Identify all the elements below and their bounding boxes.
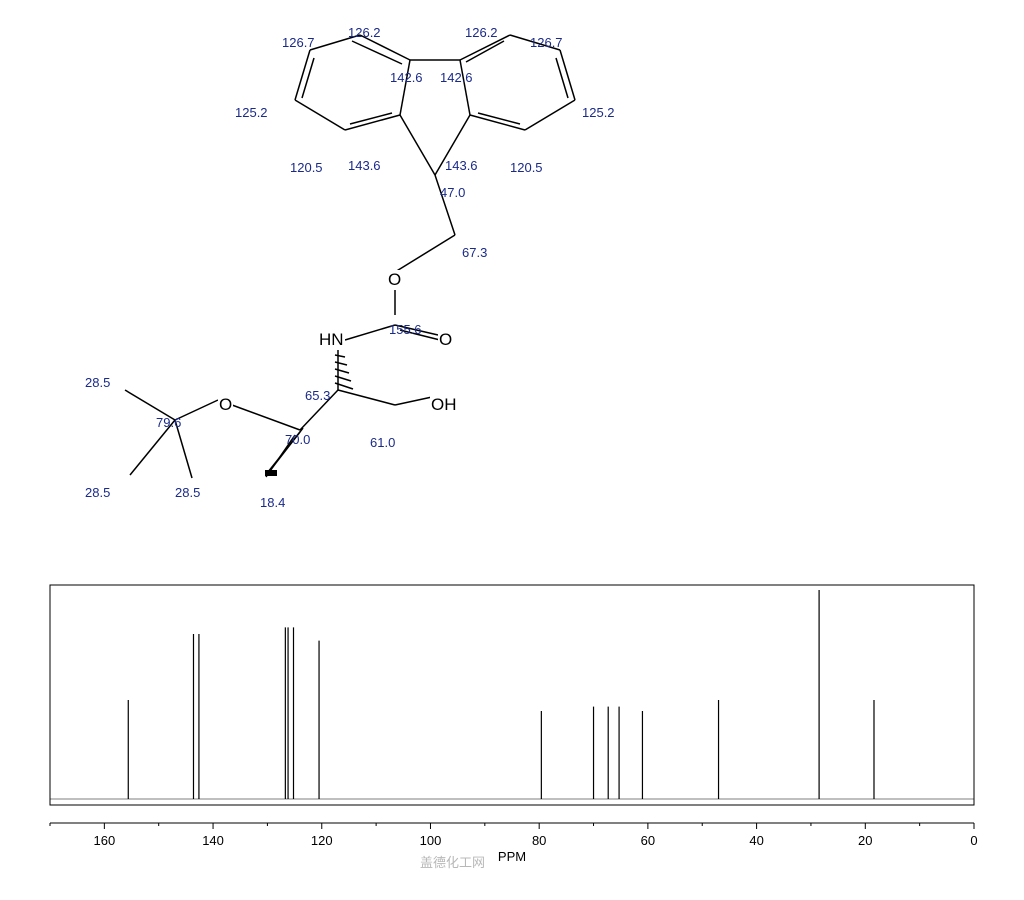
shift-s7: 125.2 [235, 105, 268, 120]
shift-s19: 18.4 [260, 495, 285, 510]
shift-s5: 142.6 [390, 70, 423, 85]
bond [335, 362, 347, 365]
bond [295, 50, 310, 100]
bond [335, 369, 349, 373]
structure-svg [0, 0, 1024, 560]
watermark-text: 盖德化工网 [420, 852, 485, 871]
shift-s16: 65.3 [305, 388, 330, 403]
shift-s21: 28.5 [85, 375, 110, 390]
bond [525, 100, 575, 130]
shift-s12: 120.5 [510, 160, 543, 175]
x-tick-label: 0 [970, 833, 977, 848]
x-axis-label: PPM [498, 849, 526, 864]
shift-s4: 126.7 [530, 35, 563, 50]
shift-s11: 143.6 [445, 158, 478, 173]
spectrum-svg: 0 20 40 60 80 100 120 140 160 PPM [40, 580, 984, 880]
shift-s1: 126.7 [282, 35, 315, 50]
shift-s2: 126.2 [348, 25, 381, 40]
bond [435, 175, 455, 235]
atom-a-oh: OH [430, 395, 458, 415]
x-tick-label: 100 [420, 833, 442, 848]
spectrum-frame [50, 585, 974, 805]
bond [295, 100, 345, 130]
bond [232, 405, 300, 430]
shift-s14: 67.3 [462, 245, 487, 260]
bond [395, 235, 455, 272]
bond [175, 400, 218, 420]
x-tick-label: 120 [311, 833, 333, 848]
bond [335, 355, 345, 357]
bond [466, 41, 504, 62]
shift-s18: 61.0 [370, 435, 395, 450]
shift-s15: 155.6 [389, 322, 422, 337]
bond [400, 60, 410, 115]
shift-s8: 125.2 [582, 105, 615, 120]
shift-s10: 143.6 [348, 158, 381, 173]
wedge [265, 470, 277, 476]
atom-a-o2: O [438, 330, 453, 350]
bond [460, 60, 470, 115]
atom-a-o1: O [387, 270, 402, 290]
bond [345, 325, 395, 340]
shift-s20: 79.6 [156, 415, 181, 430]
shift-s3: 126.2 [465, 25, 498, 40]
shift-s9: 120.5 [290, 160, 323, 175]
bond [400, 115, 435, 175]
bond [302, 58, 314, 98]
shift-s23: 28.5 [175, 485, 200, 500]
nmr-spectrum: 0 20 40 60 80 100 120 140 160 PPM [40, 580, 984, 880]
atom-a-o3: O [218, 395, 233, 415]
x-tick-label: 160 [94, 833, 116, 848]
x-tick-label: 60 [641, 833, 655, 848]
shift-s17: 70.0 [285, 432, 310, 447]
x-tick-label: 20 [858, 833, 872, 848]
shift-s22: 28.5 [85, 485, 110, 500]
shift-s13: 47.0 [440, 185, 465, 200]
shift-s6: 142.6 [440, 70, 473, 85]
x-tick-label: 80 [532, 833, 546, 848]
bond [560, 50, 575, 100]
x-tick-label: 140 [202, 833, 224, 848]
atom-a-hn: HN [318, 330, 345, 350]
structure-diagram [0, 0, 1024, 560]
x-tick-label: 40 [749, 833, 763, 848]
bond [338, 390, 395, 405]
bond [556, 58, 568, 98]
bond [395, 397, 432, 405]
